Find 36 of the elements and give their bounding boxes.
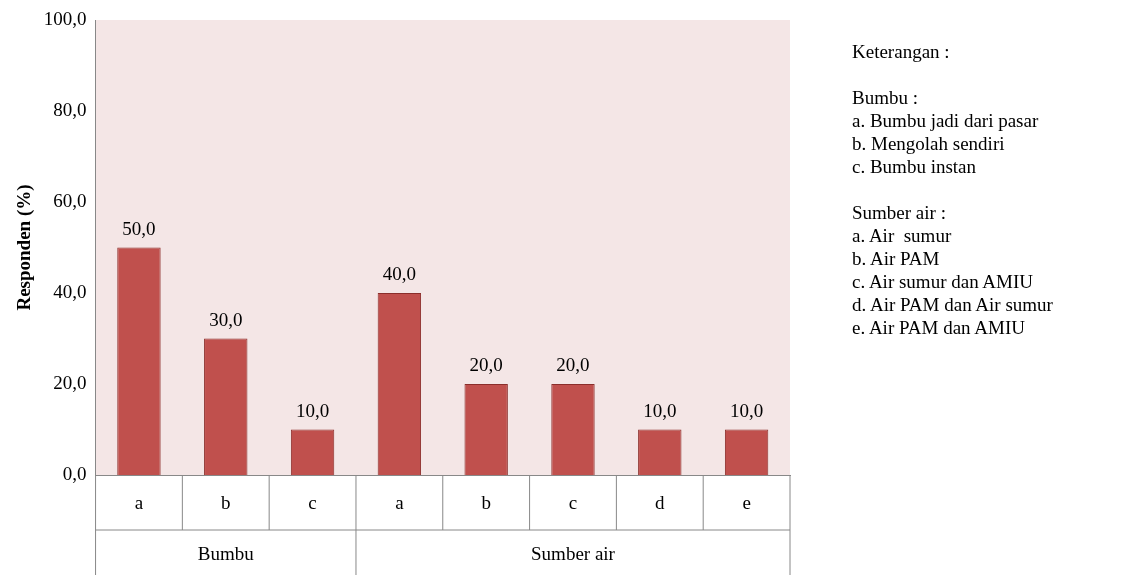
data-label: 30,0 — [209, 308, 243, 330]
x-tick-label: a — [395, 492, 405, 514]
x-tick-label: b — [221, 492, 231, 514]
x-tick-label: a — [134, 492, 144, 514]
y-tick-label: 60,0 — [53, 189, 87, 211]
y-tick-label: 40,0 — [53, 280, 87, 302]
text: b. Air PAM — [852, 247, 941, 270]
text: e. Air PAM dan AMIU — [852, 316, 1026, 339]
x-tick-label: c — [308, 492, 317, 514]
data-label: 20,0 — [556, 354, 590, 376]
x-tick-label: e — [742, 492, 751, 514]
text: a. Air sumur — [852, 224, 953, 247]
text: d. Air PAM dan Air sumur — [852, 293, 1053, 316]
text: b. Mengolah sendiri — [852, 132, 1006, 155]
text: Sumber air : — [852, 201, 947, 224]
text: a. Bumbu jadi dari pasar — [852, 109, 1040, 132]
text: Keterangan : — [852, 40, 951, 63]
text: Sumber air — [531, 542, 616, 564]
y-tick-label: 0,0 — [62, 462, 87, 484]
data-label: 10,0 — [643, 399, 677, 421]
data-label: 20,0 — [469, 354, 503, 376]
data-label: 40,0 — [382, 263, 416, 285]
x-tick-label: c — [568, 492, 578, 514]
y-tick-label: 100,0 — [43, 7, 87, 29]
data-label: 50,0 — [122, 217, 156, 239]
text: c. Air sumur dan AMIU — [852, 270, 1034, 293]
text: Bumbu : — [852, 86, 919, 109]
x-tick-label: b — [481, 492, 491, 514]
x-tick-label: d — [655, 492, 666, 514]
y-tick-label: 80,0 — [53, 98, 87, 120]
y-axis-title: Responden (%) — [13, 184, 36, 311]
data-label: 10,0 — [295, 399, 330, 421]
y-tick-label: 20,0 — [53, 371, 87, 393]
text: c. Bumbu instan — [852, 155, 978, 178]
text: Bumbu — [197, 542, 255, 564]
data-label: 10,0 — [729, 399, 764, 421]
